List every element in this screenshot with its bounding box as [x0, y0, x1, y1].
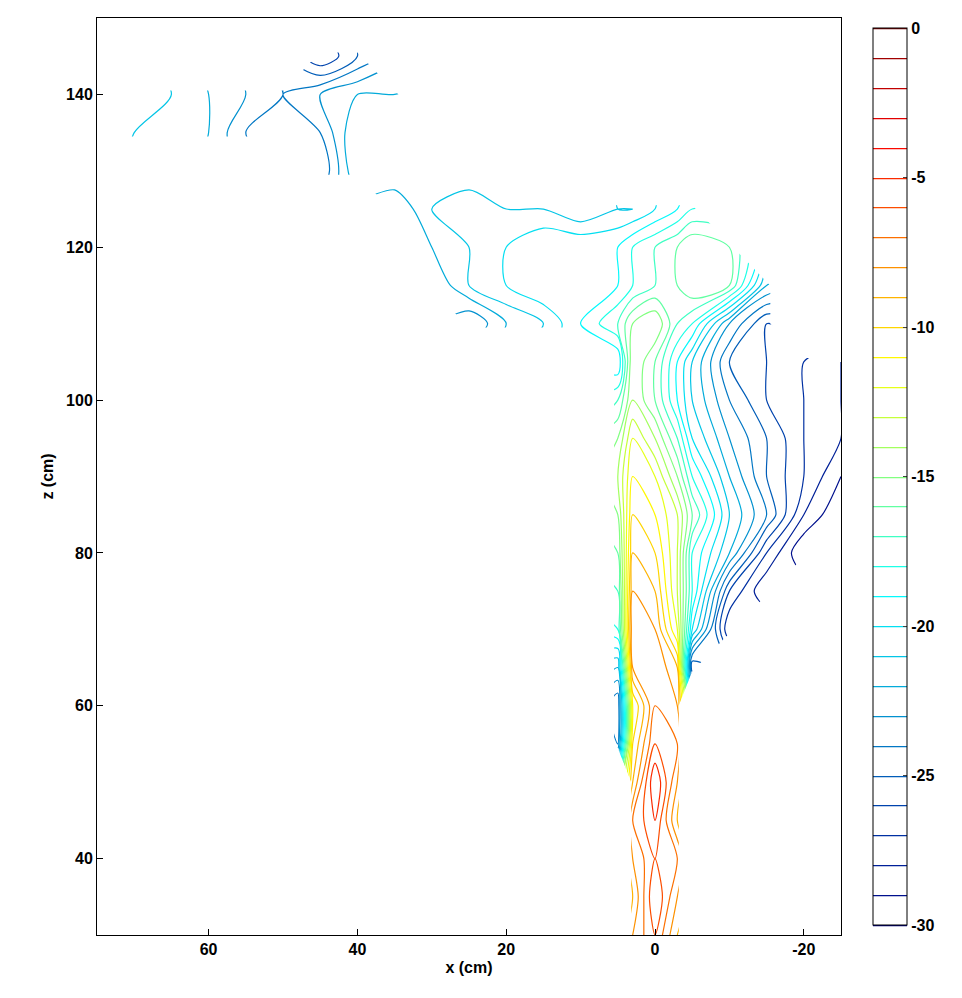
svg-text:x (cm): x (cm) — [445, 959, 492, 976]
svg-text:-5: -5 — [911, 169, 925, 186]
svg-text:-25: -25 — [911, 767, 934, 784]
svg-text:-30: -30 — [911, 917, 934, 934]
svg-text:120: 120 — [66, 239, 93, 256]
svg-text:60: 60 — [200, 941, 218, 958]
svg-text:100: 100 — [66, 392, 93, 409]
svg-text:140: 140 — [66, 86, 93, 103]
svg-text:80: 80 — [75, 545, 93, 562]
svg-text:0: 0 — [651, 941, 660, 958]
svg-text:40: 40 — [75, 850, 93, 867]
svg-text:z (cm): z (cm) — [39, 453, 56, 499]
svg-text:-20: -20 — [792, 941, 815, 958]
svg-text:60: 60 — [75, 697, 93, 714]
svg-text:0: 0 — [911, 20, 920, 37]
svg-text:-15: -15 — [911, 468, 934, 485]
svg-text:-20: -20 — [911, 618, 934, 635]
svg-text:-10: -10 — [911, 319, 934, 336]
svg-text:40: 40 — [349, 941, 367, 958]
svg-text:20: 20 — [497, 941, 515, 958]
